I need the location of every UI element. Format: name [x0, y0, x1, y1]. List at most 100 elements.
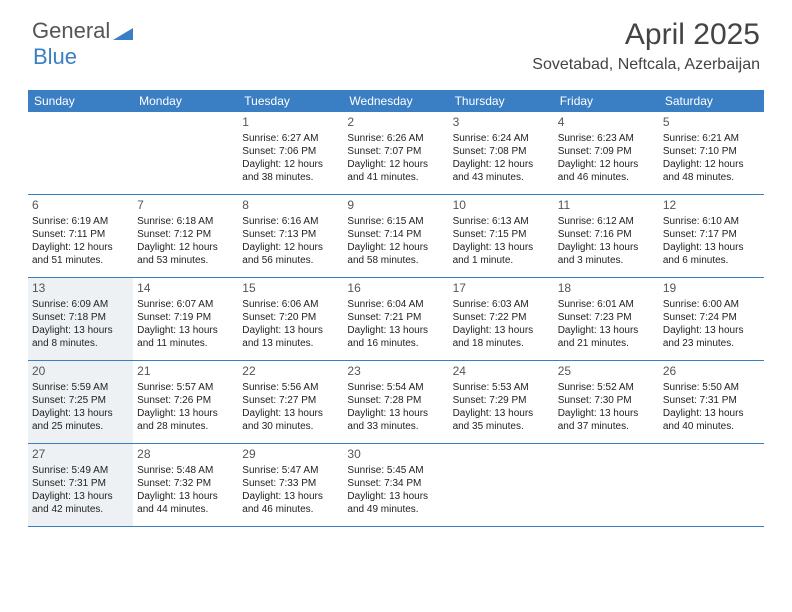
day-cell: 1Sunrise: 6:27 AMSunset: 7:06 PMDaylight…: [238, 112, 343, 194]
day-daylight: Daylight: 13 hours and 42 minutes.: [32, 490, 129, 516]
day-sunrise: Sunrise: 5:53 AM: [453, 381, 550, 394]
day-cell: 10Sunrise: 6:13 AMSunset: 7:15 PMDayligh…: [449, 195, 554, 277]
day-number: 25: [558, 364, 655, 380]
location-label: Sovetabad, Neftcala, Azerbaijan: [532, 56, 760, 74]
day-number: 13: [32, 281, 129, 297]
page-title: April 2025: [532, 18, 760, 52]
day-number: 29: [242, 447, 339, 463]
day-sunset: Sunset: 7:30 PM: [558, 394, 655, 407]
weekday-header: Thursday: [449, 90, 554, 112]
calendar-body: 1Sunrise: 6:27 AMSunset: 7:06 PMDaylight…: [28, 112, 764, 527]
weekday-header: Monday: [133, 90, 238, 112]
day-number: 21: [137, 364, 234, 380]
day-sunset: Sunset: 7:31 PM: [32, 477, 129, 490]
day-sunset: Sunset: 7:10 PM: [663, 145, 760, 158]
day-daylight: Daylight: 13 hours and 6 minutes.: [663, 241, 760, 267]
day-sunset: Sunset: 7:13 PM: [242, 228, 339, 241]
day-daylight: Daylight: 13 hours and 1 minute.: [453, 241, 550, 267]
day-cell: 15Sunrise: 6:06 AMSunset: 7:20 PMDayligh…: [238, 278, 343, 360]
day-cell: 28Sunrise: 5:48 AMSunset: 7:32 PMDayligh…: [133, 444, 238, 526]
day-number: 17: [453, 281, 550, 297]
day-sunrise: Sunrise: 6:16 AM: [242, 215, 339, 228]
day-sunrise: Sunrise: 5:45 AM: [347, 464, 444, 477]
day-daylight: Daylight: 13 hours and 23 minutes.: [663, 324, 760, 350]
logo: General: [32, 18, 133, 44]
day-number: 20: [32, 364, 129, 380]
day-sunset: Sunset: 7:32 PM: [137, 477, 234, 490]
day-daylight: Daylight: 12 hours and 58 minutes.: [347, 241, 444, 267]
day-cell: 29Sunrise: 5:47 AMSunset: 7:33 PMDayligh…: [238, 444, 343, 526]
day-number: 2: [347, 115, 444, 131]
logo-triangle-icon: [113, 24, 133, 40]
logo-text-2: Blue: [33, 44, 77, 70]
day-daylight: Daylight: 13 hours and 28 minutes.: [137, 407, 234, 433]
day-number: 26: [663, 364, 760, 380]
day-sunset: Sunset: 7:16 PM: [558, 228, 655, 241]
day-sunrise: Sunrise: 5:57 AM: [137, 381, 234, 394]
day-sunset: Sunset: 7:21 PM: [347, 311, 444, 324]
day-sunrise: Sunrise: 6:24 AM: [453, 132, 550, 145]
day-number: 4: [558, 115, 655, 131]
day-cell: 30Sunrise: 5:45 AMSunset: 7:34 PMDayligh…: [343, 444, 448, 526]
day-number: 8: [242, 198, 339, 214]
day-sunset: Sunset: 7:24 PM: [663, 311, 760, 324]
day-daylight: Daylight: 13 hours and 49 minutes.: [347, 490, 444, 516]
day-sunset: Sunset: 7:19 PM: [137, 311, 234, 324]
day-daylight: Daylight: 13 hours and 18 minutes.: [453, 324, 550, 350]
day-daylight: Daylight: 12 hours and 43 minutes.: [453, 158, 550, 184]
day-sunrise: Sunrise: 5:52 AM: [558, 381, 655, 394]
day-sunrise: Sunrise: 5:48 AM: [137, 464, 234, 477]
day-number: 3: [453, 115, 550, 131]
day-sunset: Sunset: 7:15 PM: [453, 228, 550, 241]
header: General April 2025 Sovetabad, Neftcala, …: [0, 0, 792, 80]
day-number: 7: [137, 198, 234, 214]
day-sunset: Sunset: 7:26 PM: [137, 394, 234, 407]
day-sunrise: Sunrise: 6:07 AM: [137, 298, 234, 311]
day-daylight: Daylight: 13 hours and 46 minutes.: [242, 490, 339, 516]
weekday-header: Friday: [554, 90, 659, 112]
day-sunrise: Sunrise: 6:10 AM: [663, 215, 760, 228]
day-daylight: Daylight: 12 hours and 53 minutes.: [137, 241, 234, 267]
day-cell: 13Sunrise: 6:09 AMSunset: 7:18 PMDayligh…: [28, 278, 133, 360]
day-sunset: Sunset: 7:31 PM: [663, 394, 760, 407]
day-number: 16: [347, 281, 444, 297]
day-sunset: Sunset: 7:11 PM: [32, 228, 129, 241]
day-sunset: Sunset: 7:18 PM: [32, 311, 129, 324]
day-cell: 23Sunrise: 5:54 AMSunset: 7:28 PMDayligh…: [343, 361, 448, 443]
day-number: 23: [347, 364, 444, 380]
day-number: 12: [663, 198, 760, 214]
day-sunrise: Sunrise: 6:26 AM: [347, 132, 444, 145]
day-sunrise: Sunrise: 5:56 AM: [242, 381, 339, 394]
day-cell: 26Sunrise: 5:50 AMSunset: 7:31 PMDayligh…: [659, 361, 764, 443]
day-sunset: Sunset: 7:12 PM: [137, 228, 234, 241]
day-sunset: Sunset: 7:34 PM: [347, 477, 444, 490]
day-number: 22: [242, 364, 339, 380]
day-sunrise: Sunrise: 6:23 AM: [558, 132, 655, 145]
day-cell: 2Sunrise: 6:26 AMSunset: 7:07 PMDaylight…: [343, 112, 448, 194]
day-sunset: Sunset: 7:23 PM: [558, 311, 655, 324]
day-number: 24: [453, 364, 550, 380]
day-sunrise: Sunrise: 6:04 AM: [347, 298, 444, 311]
day-cell: 4Sunrise: 6:23 AMSunset: 7:09 PMDaylight…: [554, 112, 659, 194]
week-row: 6Sunrise: 6:19 AMSunset: 7:11 PMDaylight…: [28, 195, 764, 278]
day-daylight: Daylight: 12 hours and 38 minutes.: [242, 158, 339, 184]
day-daylight: Daylight: 13 hours and 16 minutes.: [347, 324, 444, 350]
day-sunrise: Sunrise: 6:18 AM: [137, 215, 234, 228]
week-row: 20Sunrise: 5:59 AMSunset: 7:25 PMDayligh…: [28, 361, 764, 444]
day-cell: 8Sunrise: 6:16 AMSunset: 7:13 PMDaylight…: [238, 195, 343, 277]
day-sunrise: Sunrise: 6:01 AM: [558, 298, 655, 311]
day-cell: 7Sunrise: 6:18 AMSunset: 7:12 PMDaylight…: [133, 195, 238, 277]
day-sunrise: Sunrise: 5:49 AM: [32, 464, 129, 477]
day-daylight: Daylight: 13 hours and 30 minutes.: [242, 407, 339, 433]
day-cell: 6Sunrise: 6:19 AMSunset: 7:11 PMDaylight…: [28, 195, 133, 277]
day-sunset: Sunset: 7:22 PM: [453, 311, 550, 324]
day-cell: [449, 444, 554, 526]
day-number: 11: [558, 198, 655, 214]
day-sunset: Sunset: 7:33 PM: [242, 477, 339, 490]
day-cell: 19Sunrise: 6:00 AMSunset: 7:24 PMDayligh…: [659, 278, 764, 360]
day-sunset: Sunset: 7:25 PM: [32, 394, 129, 407]
day-cell: 21Sunrise: 5:57 AMSunset: 7:26 PMDayligh…: [133, 361, 238, 443]
day-sunset: Sunset: 7:09 PM: [558, 145, 655, 158]
day-sunset: Sunset: 7:07 PM: [347, 145, 444, 158]
day-number: 6: [32, 198, 129, 214]
